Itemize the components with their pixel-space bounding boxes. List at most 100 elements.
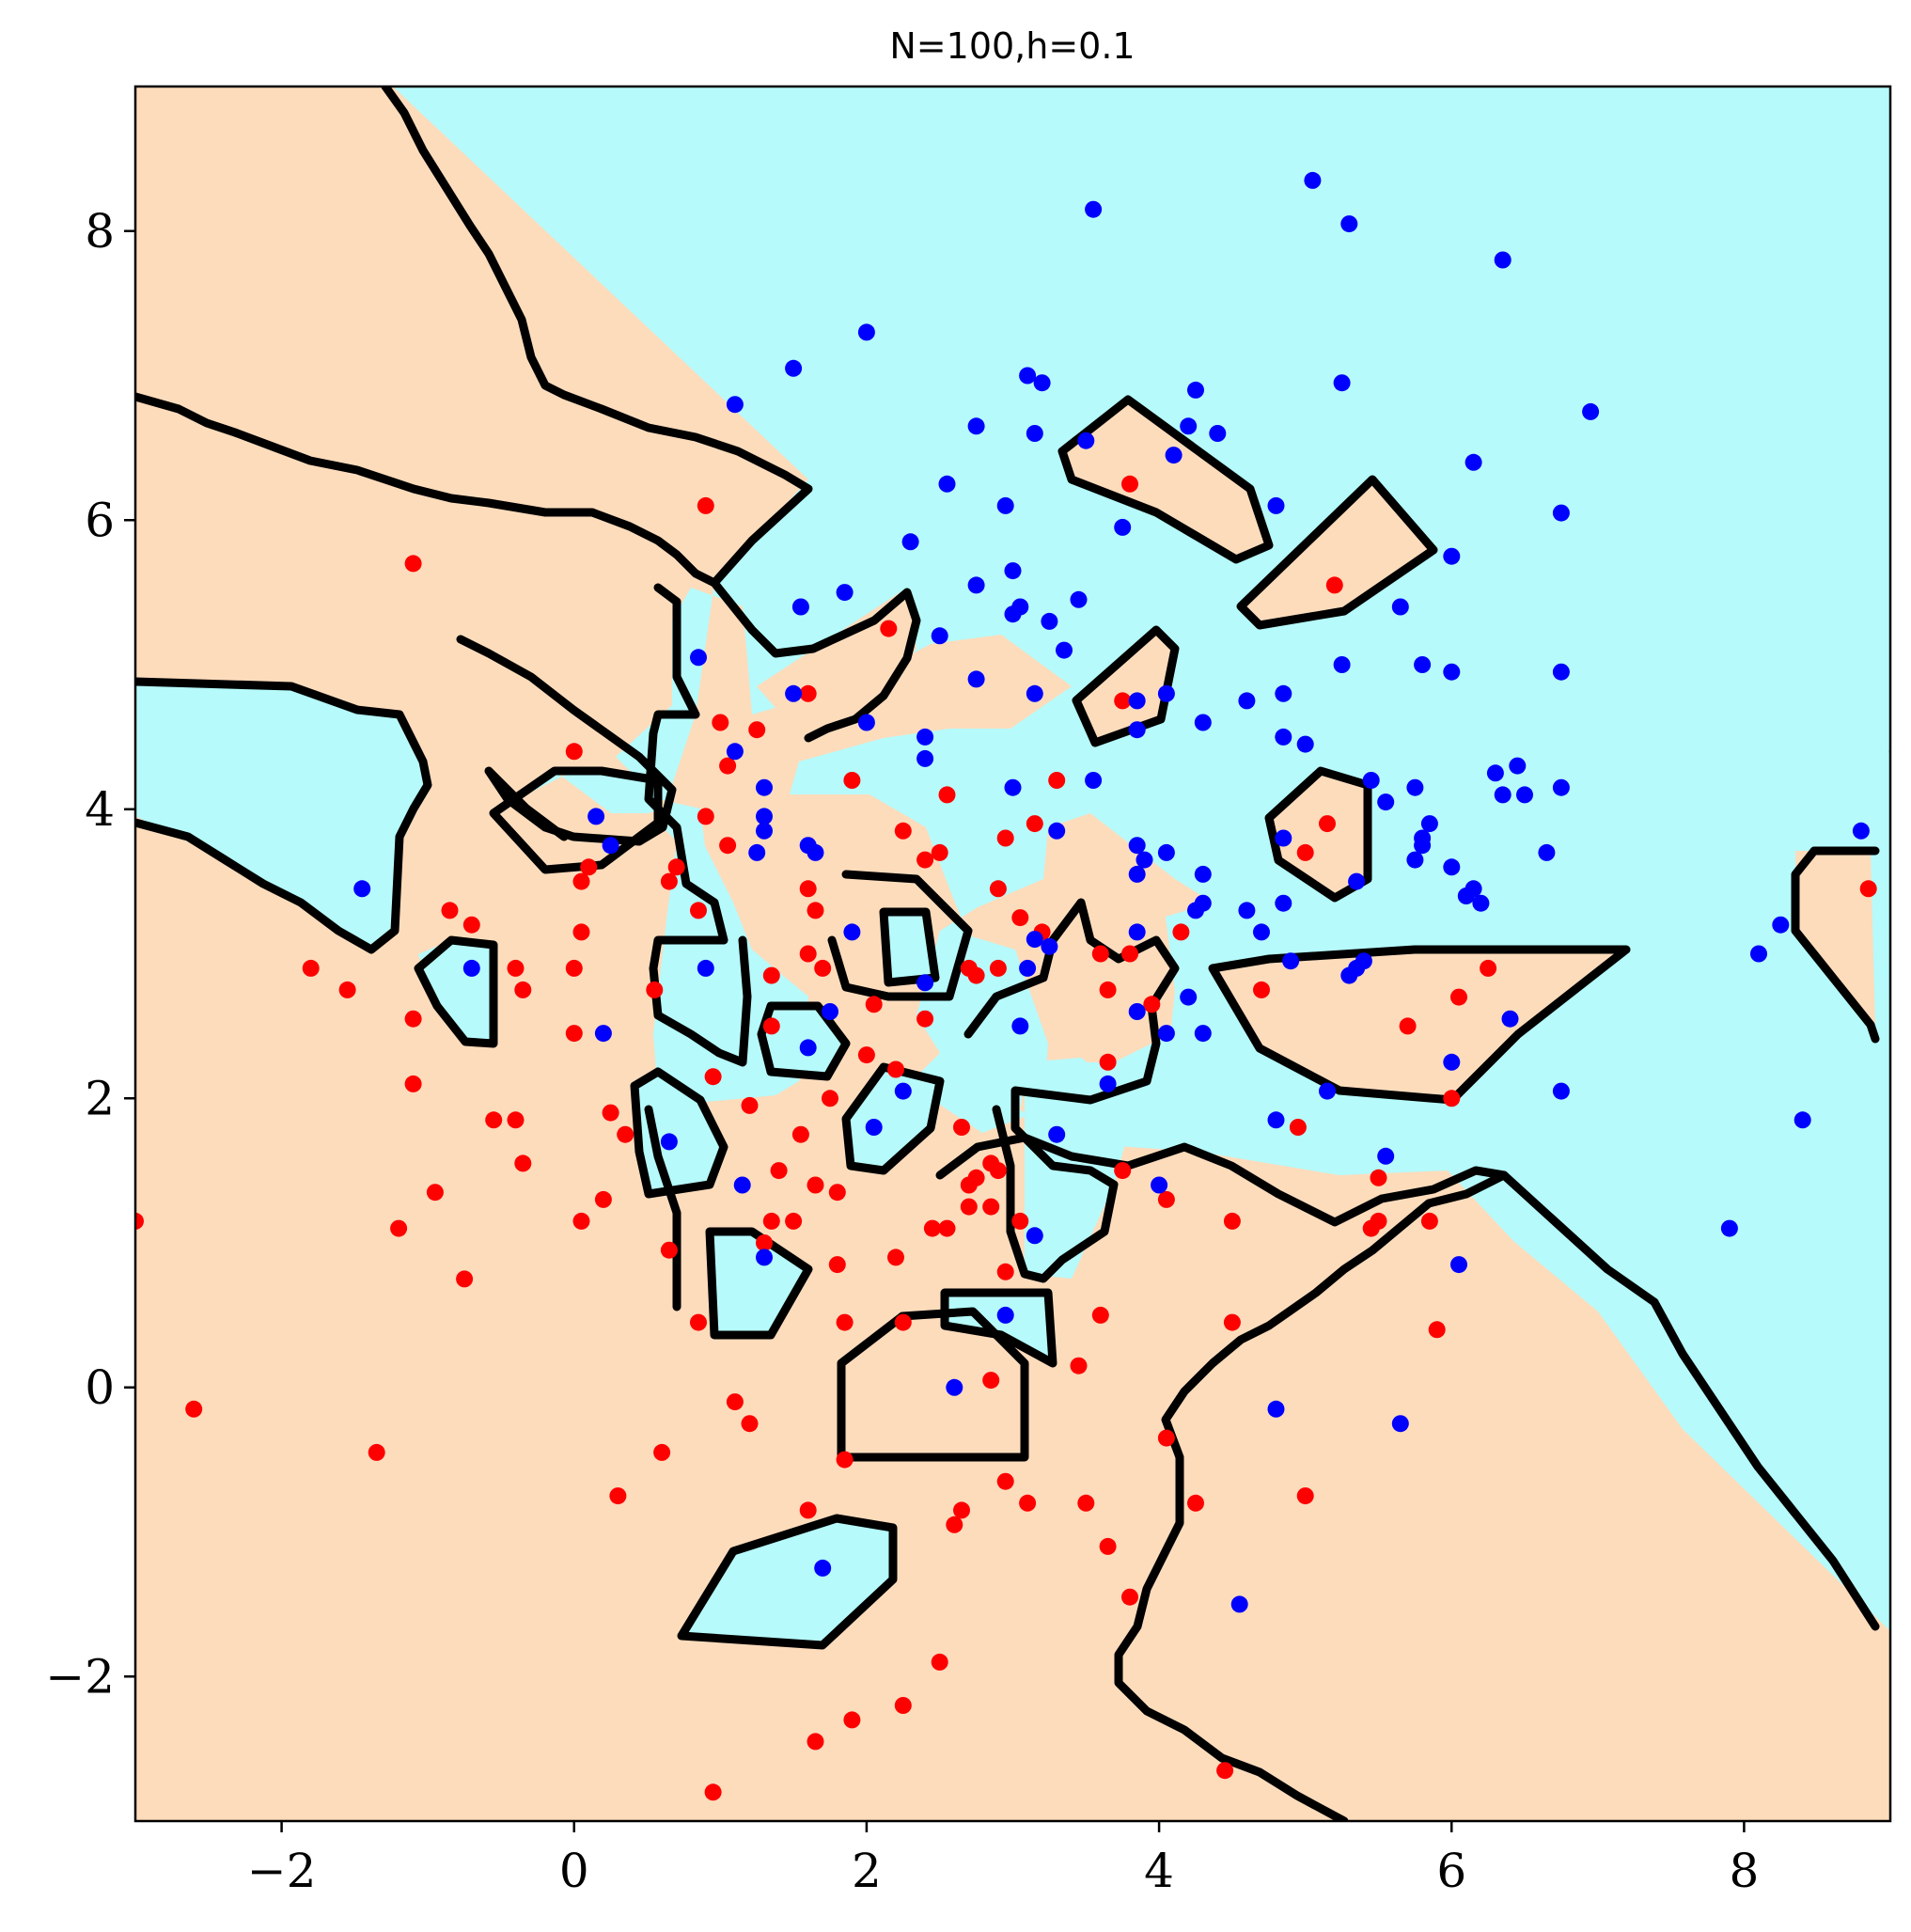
data-point bbox=[1552, 778, 1570, 796]
data-point bbox=[594, 1025, 612, 1043]
data-point bbox=[916, 728, 934, 746]
data-point bbox=[923, 1219, 941, 1237]
data-point bbox=[756, 1234, 773, 1251]
data-point bbox=[1157, 843, 1175, 861]
data-point bbox=[1516, 786, 1533, 804]
data-point bbox=[1253, 923, 1270, 941]
data-point bbox=[1026, 1227, 1043, 1245]
data-point bbox=[843, 772, 861, 789]
data-point bbox=[1128, 721, 1146, 739]
data-point bbox=[1355, 952, 1372, 970]
data-point bbox=[953, 1119, 970, 1136]
data-point bbox=[756, 808, 773, 825]
boundary-lower-right bbox=[935, 1133, 1509, 1821]
data-point bbox=[770, 1162, 788, 1180]
data-point bbox=[1794, 1111, 1811, 1129]
data-point bbox=[1180, 988, 1198, 1006]
data-point bbox=[931, 627, 948, 645]
region-blue-island-5 bbox=[681, 1518, 893, 1645]
data-point bbox=[756, 778, 773, 796]
data-point bbox=[807, 843, 824, 861]
data-point bbox=[1319, 1082, 1336, 1100]
boundary-blue-island-3 bbox=[630, 1067, 728, 1199]
data-point bbox=[989, 959, 1007, 977]
data-point bbox=[1157, 1025, 1175, 1043]
data-point bbox=[1370, 1169, 1387, 1186]
boundary-blue-island-left bbox=[489, 766, 663, 874]
data-point bbox=[791, 598, 809, 616]
data-point bbox=[814, 959, 832, 977]
data-point bbox=[1157, 684, 1175, 702]
data-point bbox=[712, 714, 729, 731]
data-point bbox=[1289, 1119, 1307, 1136]
data-point bbox=[996, 496, 1014, 514]
data-point bbox=[1194, 1025, 1212, 1043]
data-point bbox=[953, 1501, 970, 1519]
data-point bbox=[1414, 656, 1432, 673]
region-blue-left bbox=[135, 682, 423, 950]
data-point bbox=[338, 981, 356, 998]
data-point bbox=[456, 1270, 474, 1288]
data-point bbox=[1019, 959, 1037, 977]
data-point bbox=[741, 1096, 759, 1114]
data-point bbox=[1230, 1595, 1248, 1613]
data-point bbox=[368, 1443, 385, 1461]
data-point bbox=[1194, 714, 1212, 731]
data-point bbox=[507, 1111, 525, 1129]
data-point bbox=[843, 1711, 861, 1729]
data-point bbox=[1121, 945, 1138, 963]
data-point bbox=[404, 1010, 422, 1028]
data-point bbox=[1048, 822, 1066, 840]
data-point bbox=[996, 1263, 1014, 1280]
data-point bbox=[799, 684, 817, 702]
data-point bbox=[704, 1783, 722, 1801]
data-point bbox=[791, 1125, 809, 1143]
data-point bbox=[1114, 1162, 1132, 1180]
data-point bbox=[1056, 641, 1073, 659]
region-red-island-3 bbox=[1076, 630, 1175, 743]
data-point bbox=[1406, 851, 1424, 869]
data-point bbox=[1450, 988, 1467, 1006]
data-point bbox=[894, 1082, 912, 1100]
data-point bbox=[762, 1017, 780, 1035]
data-point bbox=[1187, 1494, 1204, 1512]
data-point bbox=[1099, 1053, 1117, 1071]
data-point bbox=[485, 1111, 503, 1129]
data-point bbox=[1275, 684, 1292, 702]
boundary-blue-island-8 bbox=[757, 1001, 851, 1081]
data-point bbox=[828, 1256, 846, 1274]
data-point bbox=[1128, 837, 1146, 855]
data-point bbox=[807, 1733, 824, 1751]
data-point bbox=[1377, 793, 1395, 811]
data-point bbox=[1275, 829, 1292, 847]
data-point bbox=[602, 837, 619, 855]
y-tick-label: 8 bbox=[85, 204, 115, 259]
y-tick-label: 2 bbox=[85, 1071, 115, 1125]
data-point bbox=[982, 1372, 1000, 1390]
data-point bbox=[996, 1472, 1014, 1490]
data-point bbox=[1070, 1357, 1088, 1374]
x-tick-label: 0 bbox=[559, 1844, 589, 1898]
data-point bbox=[1136, 851, 1153, 869]
data-point bbox=[1151, 1176, 1168, 1194]
data-point bbox=[1720, 1219, 1738, 1237]
data-point bbox=[1450, 1256, 1467, 1274]
data-point bbox=[756, 822, 773, 840]
region-red-island-8 bbox=[1039, 950, 1137, 1058]
data-point bbox=[1428, 1321, 1446, 1339]
data-point bbox=[719, 837, 737, 855]
data-point bbox=[462, 959, 480, 977]
data-point bbox=[836, 1451, 854, 1469]
data-point bbox=[967, 417, 985, 435]
data-point bbox=[1362, 772, 1380, 789]
data-point bbox=[353, 880, 371, 898]
data-point bbox=[1282, 952, 1300, 970]
data-point bbox=[938, 1219, 956, 1237]
boundary-center-left bbox=[644, 583, 752, 1067]
boundary-blue-island-4 bbox=[705, 1227, 813, 1340]
data-point bbox=[1223, 1212, 1241, 1230]
data-point bbox=[1414, 829, 1432, 847]
data-point bbox=[690, 902, 707, 919]
data-point bbox=[756, 1249, 773, 1266]
region-red-island-2 bbox=[1241, 479, 1433, 625]
